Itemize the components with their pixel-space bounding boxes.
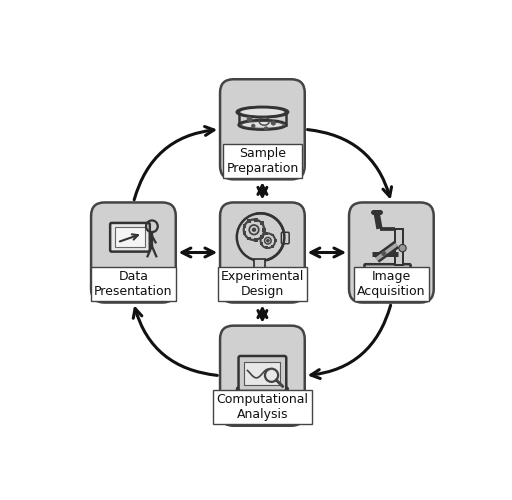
FancyBboxPatch shape	[247, 219, 251, 222]
FancyBboxPatch shape	[265, 232, 268, 235]
FancyBboxPatch shape	[260, 236, 263, 239]
Text: Data
Presentation: Data Presentation	[94, 270, 173, 298]
Circle shape	[266, 239, 270, 242]
Circle shape	[247, 116, 252, 122]
Circle shape	[271, 120, 276, 126]
Text: Sample
Preparation: Sample Preparation	[226, 147, 298, 175]
FancyBboxPatch shape	[243, 224, 246, 228]
FancyBboxPatch shape	[349, 202, 434, 302]
FancyBboxPatch shape	[243, 232, 246, 235]
FancyBboxPatch shape	[254, 259, 265, 268]
FancyBboxPatch shape	[260, 222, 264, 225]
Text: Experimental
Design: Experimental Design	[221, 270, 304, 298]
FancyBboxPatch shape	[265, 246, 268, 250]
FancyBboxPatch shape	[254, 218, 258, 222]
FancyBboxPatch shape	[271, 245, 274, 248]
FancyBboxPatch shape	[244, 362, 281, 386]
FancyBboxPatch shape	[237, 388, 288, 398]
Ellipse shape	[237, 107, 288, 118]
FancyBboxPatch shape	[260, 234, 264, 238]
FancyBboxPatch shape	[260, 242, 263, 246]
Circle shape	[381, 251, 387, 256]
FancyBboxPatch shape	[91, 202, 176, 302]
Circle shape	[264, 126, 268, 130]
Text: Computational
Analysis: Computational Analysis	[217, 394, 308, 421]
FancyBboxPatch shape	[365, 264, 411, 273]
FancyBboxPatch shape	[254, 238, 258, 242]
FancyBboxPatch shape	[220, 202, 305, 302]
Circle shape	[252, 228, 256, 232]
FancyBboxPatch shape	[239, 356, 286, 391]
Ellipse shape	[242, 122, 283, 128]
Text: Image
Acquisition: Image Acquisition	[357, 270, 425, 298]
FancyBboxPatch shape	[247, 237, 251, 240]
FancyBboxPatch shape	[220, 79, 305, 180]
FancyBboxPatch shape	[220, 326, 305, 426]
Circle shape	[251, 124, 255, 128]
FancyBboxPatch shape	[271, 234, 274, 236]
FancyBboxPatch shape	[262, 228, 266, 232]
FancyBboxPatch shape	[282, 232, 289, 243]
Circle shape	[399, 244, 406, 252]
Ellipse shape	[239, 108, 286, 117]
FancyBboxPatch shape	[115, 228, 145, 247]
FancyBboxPatch shape	[110, 223, 150, 252]
FancyBboxPatch shape	[274, 240, 276, 242]
FancyBboxPatch shape	[395, 229, 403, 266]
